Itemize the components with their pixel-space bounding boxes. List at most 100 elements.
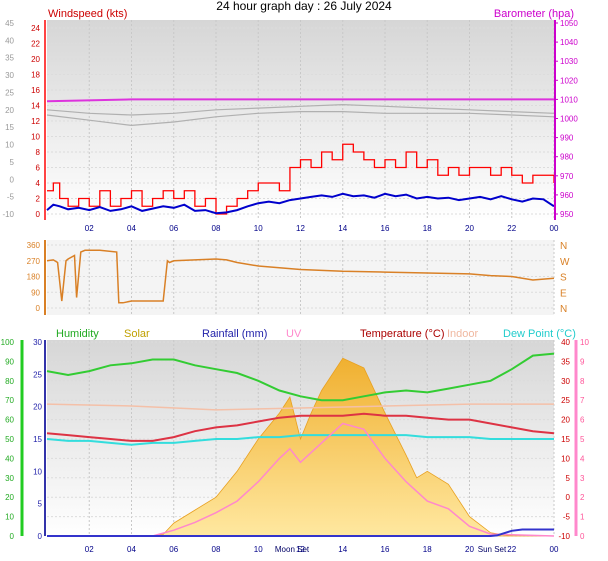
legend-dew-point: Dew Point (°C) xyxy=(503,328,576,340)
grey-tick-label: -10 xyxy=(2,210,14,219)
direction-tick-label: 270 xyxy=(27,257,41,266)
humidity-tick-label: 40 xyxy=(5,454,14,463)
rain-tick-label: 25 xyxy=(33,370,42,379)
wind-tick-label: 22 xyxy=(31,40,40,49)
direction-tick-label: 0 xyxy=(36,304,41,313)
legend-indoor: Indoor xyxy=(447,328,479,340)
wind-tick-label: 24 xyxy=(31,24,40,33)
wind-x-tick-label: 16 xyxy=(381,224,390,233)
weather-x-tick-label: 00 xyxy=(550,545,559,554)
temperature-tick-label: 0 xyxy=(566,493,571,502)
weather-x-tick-label: 16 xyxy=(381,545,390,554)
weather-x-tick-label: 14 xyxy=(338,545,347,554)
temperature-line xyxy=(46,412,555,442)
compass-label: S xyxy=(560,273,567,284)
humidity-tick-label: 90 xyxy=(5,357,14,366)
rain-tick-label: 0 xyxy=(38,532,43,541)
humidity-tick-label: 100 xyxy=(1,338,15,347)
rain-tick-label: 20 xyxy=(33,403,42,412)
wind-tick-label: 16 xyxy=(31,86,40,95)
humidity-tick-label: 10 xyxy=(5,513,14,522)
legend-humidity: Humidity xyxy=(56,328,99,340)
wind-x-tick-label: 12 xyxy=(296,224,305,233)
solar-area xyxy=(47,357,554,537)
wind-tick-label: 10 xyxy=(31,133,40,142)
uv-tick-label: 6 xyxy=(580,416,585,425)
humidity-tick-label: 0 xyxy=(10,532,15,541)
wind-tick-label: 14 xyxy=(31,102,40,111)
temperature-tick-label: 15 xyxy=(561,435,570,444)
sun-set-marker: Sun Set xyxy=(478,545,507,554)
uv-tick-label: 1 xyxy=(580,513,585,522)
barometer-tick-label: 1000 xyxy=(560,115,578,124)
grey-trace-line xyxy=(46,111,555,127)
legend-rainfall: Rainfall (mm) xyxy=(202,328,267,340)
wind-x-tick-label: 18 xyxy=(423,224,432,233)
compass-label: N xyxy=(560,304,567,315)
barometer-tick-label: 1040 xyxy=(560,38,578,47)
compass-label: E xyxy=(560,288,567,299)
uv-tick-label: 4 xyxy=(580,454,585,463)
wind-x-tick-label: 06 xyxy=(169,224,178,233)
wind-tick-label: 18 xyxy=(31,71,40,80)
humidity-tick-label: 30 xyxy=(5,474,14,483)
moon-set-marker: Moon Set xyxy=(275,545,310,554)
wind-x-tick-label: 02 xyxy=(85,224,94,233)
rain-tick-label: 10 xyxy=(33,467,42,476)
barometer-tick-label: 970 xyxy=(560,172,574,181)
humidity-tick-label: 60 xyxy=(5,416,14,425)
wind-x-tick-label: 20 xyxy=(465,224,474,233)
grey-tick-label: 25 xyxy=(5,88,14,97)
weather-x-tick-label: 22 xyxy=(507,545,516,554)
grey-tick-label: 15 xyxy=(5,123,14,132)
wind-x-tick-label: 04 xyxy=(127,224,136,233)
temperature-tick-label: -5 xyxy=(563,513,571,522)
legend-temperature: Temperature (°C) xyxy=(360,328,444,340)
uv-tick-label: 0 xyxy=(580,532,585,541)
uv-tick-label: 2 xyxy=(580,493,585,502)
dew-point-line xyxy=(46,434,554,446)
weather-x-tick-label: 02 xyxy=(85,545,94,554)
barometer-tick-label: 950 xyxy=(560,210,574,219)
wind-x-tick-label: 14 xyxy=(338,224,347,233)
barometer-tick-label: 1010 xyxy=(560,95,578,104)
temperature-tick-label: 35 xyxy=(561,357,570,366)
wind-tick-label: 0 xyxy=(36,210,41,219)
compass-label: N xyxy=(560,241,567,252)
weather-x-tick-label: 08 xyxy=(212,545,221,554)
rain-tick-label: 5 xyxy=(38,500,43,509)
wind-direction-line xyxy=(46,249,555,304)
weather-x-tick-label: 04 xyxy=(127,545,136,554)
humidity-tick-label: 20 xyxy=(5,493,14,502)
uv-line xyxy=(47,422,555,537)
legend-uv: UV xyxy=(286,328,302,340)
barometer-tick-label: 960 xyxy=(560,191,574,200)
temperature-tick-label: 5 xyxy=(566,474,571,483)
humidity-line xyxy=(46,352,555,402)
weather-x-tick-label: 12 xyxy=(296,545,305,554)
grey-tick-label: 35 xyxy=(5,54,14,63)
temperature-tick-label: 10 xyxy=(561,454,570,463)
weather-x-tick-label: 06 xyxy=(169,545,178,554)
wind-x-tick-label: 00 xyxy=(550,224,559,233)
compass-label: W xyxy=(560,257,570,268)
grey-tick-label: 45 xyxy=(5,19,14,28)
humidity-tick-label: 80 xyxy=(5,377,14,386)
rainfall-line xyxy=(47,528,554,537)
rain-tick-label: 15 xyxy=(33,435,42,444)
temperature-tick-label: 30 xyxy=(561,377,570,386)
wind-gust-line xyxy=(47,143,555,215)
barometer-line xyxy=(46,98,554,103)
direction-tick-label: 180 xyxy=(27,273,41,282)
direction-tick-label: 90 xyxy=(31,288,40,297)
wind-x-tick-label: 22 xyxy=(507,224,516,233)
weather-x-tick-label: 10 xyxy=(254,545,263,554)
temperature-tick-label: 25 xyxy=(561,396,570,405)
wind-x-tick-label: 10 xyxy=(254,224,263,233)
barometer-tick-label: 990 xyxy=(560,134,574,143)
grey-trace-line xyxy=(46,103,555,116)
direction-tick-label: 360 xyxy=(27,241,41,250)
grey-tick-label: 5 xyxy=(10,158,15,167)
temperature-tick-label: 20 xyxy=(561,416,570,425)
